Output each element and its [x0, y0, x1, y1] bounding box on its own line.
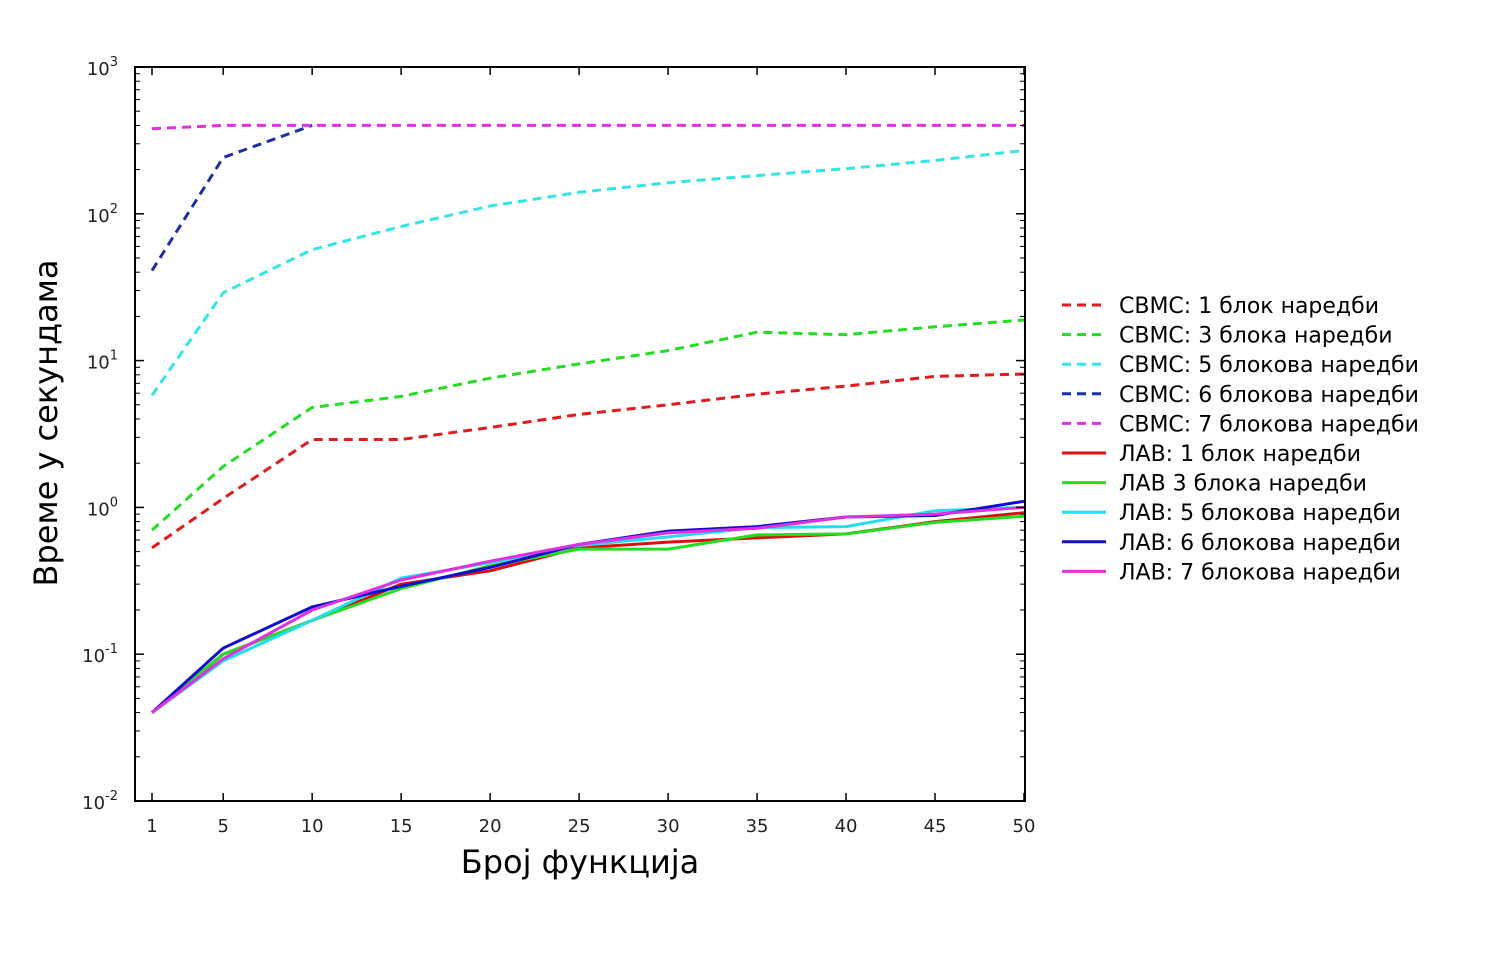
x-tick-label: 20 [479, 816, 502, 837]
x-tick-label: 5 [217, 816, 228, 837]
y-tick-label: 10-1 [82, 642, 118, 667]
x-tick-label: 40 [835, 816, 858, 837]
x-tick-label: 45 [924, 816, 947, 837]
series-line-1 [151, 372, 1025, 550]
series-line-8 [151, 505, 1025, 714]
y-tick-label: 100 [87, 495, 118, 520]
x-tick-label: 1 [146, 816, 157, 837]
series-line-5 [151, 123, 1024, 131]
y-tick-label: 103 [87, 55, 118, 80]
x-tick-label: 50 [1013, 816, 1036, 837]
plot-frame [134, 66, 1026, 802]
series-line-3 [150, 149, 1025, 397]
x-tick-label: 15 [390, 816, 413, 837]
x-tick-label: 35 [746, 816, 769, 837]
legend-label: ЛАВ: 5 блокова наредби [1119, 501, 1401, 526]
legend-label: СВМС: 6 блокова наредби [1119, 383, 1419, 408]
y-tick-label: 101 [87, 349, 118, 374]
series-line-4 [150, 123, 313, 272]
legend-label: СВМС: 3 блока наредби [1119, 324, 1393, 349]
series-line-2 [151, 318, 1025, 532]
y-tick-label: 102 [87, 202, 118, 227]
x-tick-label: 10 [301, 816, 324, 837]
y-axis-label: Време у секундама [27, 259, 65, 586]
legend-label: ЛАВ 3 блока наредби [1119, 472, 1367, 497]
legend: СВМС: 1 блок наредби СВМС: 3 блока наредб… [1062, 294, 1419, 585]
x-tick-label: 30 [657, 816, 680, 837]
series-line-9 [150, 499, 1025, 714]
series-line-7 [151, 514, 1025, 714]
legend-label: СВМС: 7 блокова наредби [1119, 412, 1419, 437]
legend-label: ЛАВ: 1 блок наредби [1119, 442, 1361, 467]
x-tick-label: 25 [568, 816, 591, 837]
series-layer [150, 123, 1025, 714]
legend-label: ЛАВ: 6 блокова наредби [1119, 531, 1401, 556]
legend-label: СВМС: 1 блок наредби [1119, 294, 1379, 319]
legend-label: ЛАВ: 7 блокова наредби [1119, 560, 1401, 585]
legend-label: СВМС: 5 блокова наредби [1119, 353, 1419, 378]
y-tick-label: 10-2 [82, 789, 118, 814]
x-axis-label: Број функција [461, 843, 700, 881]
series-line-10 [151, 505, 1025, 714]
